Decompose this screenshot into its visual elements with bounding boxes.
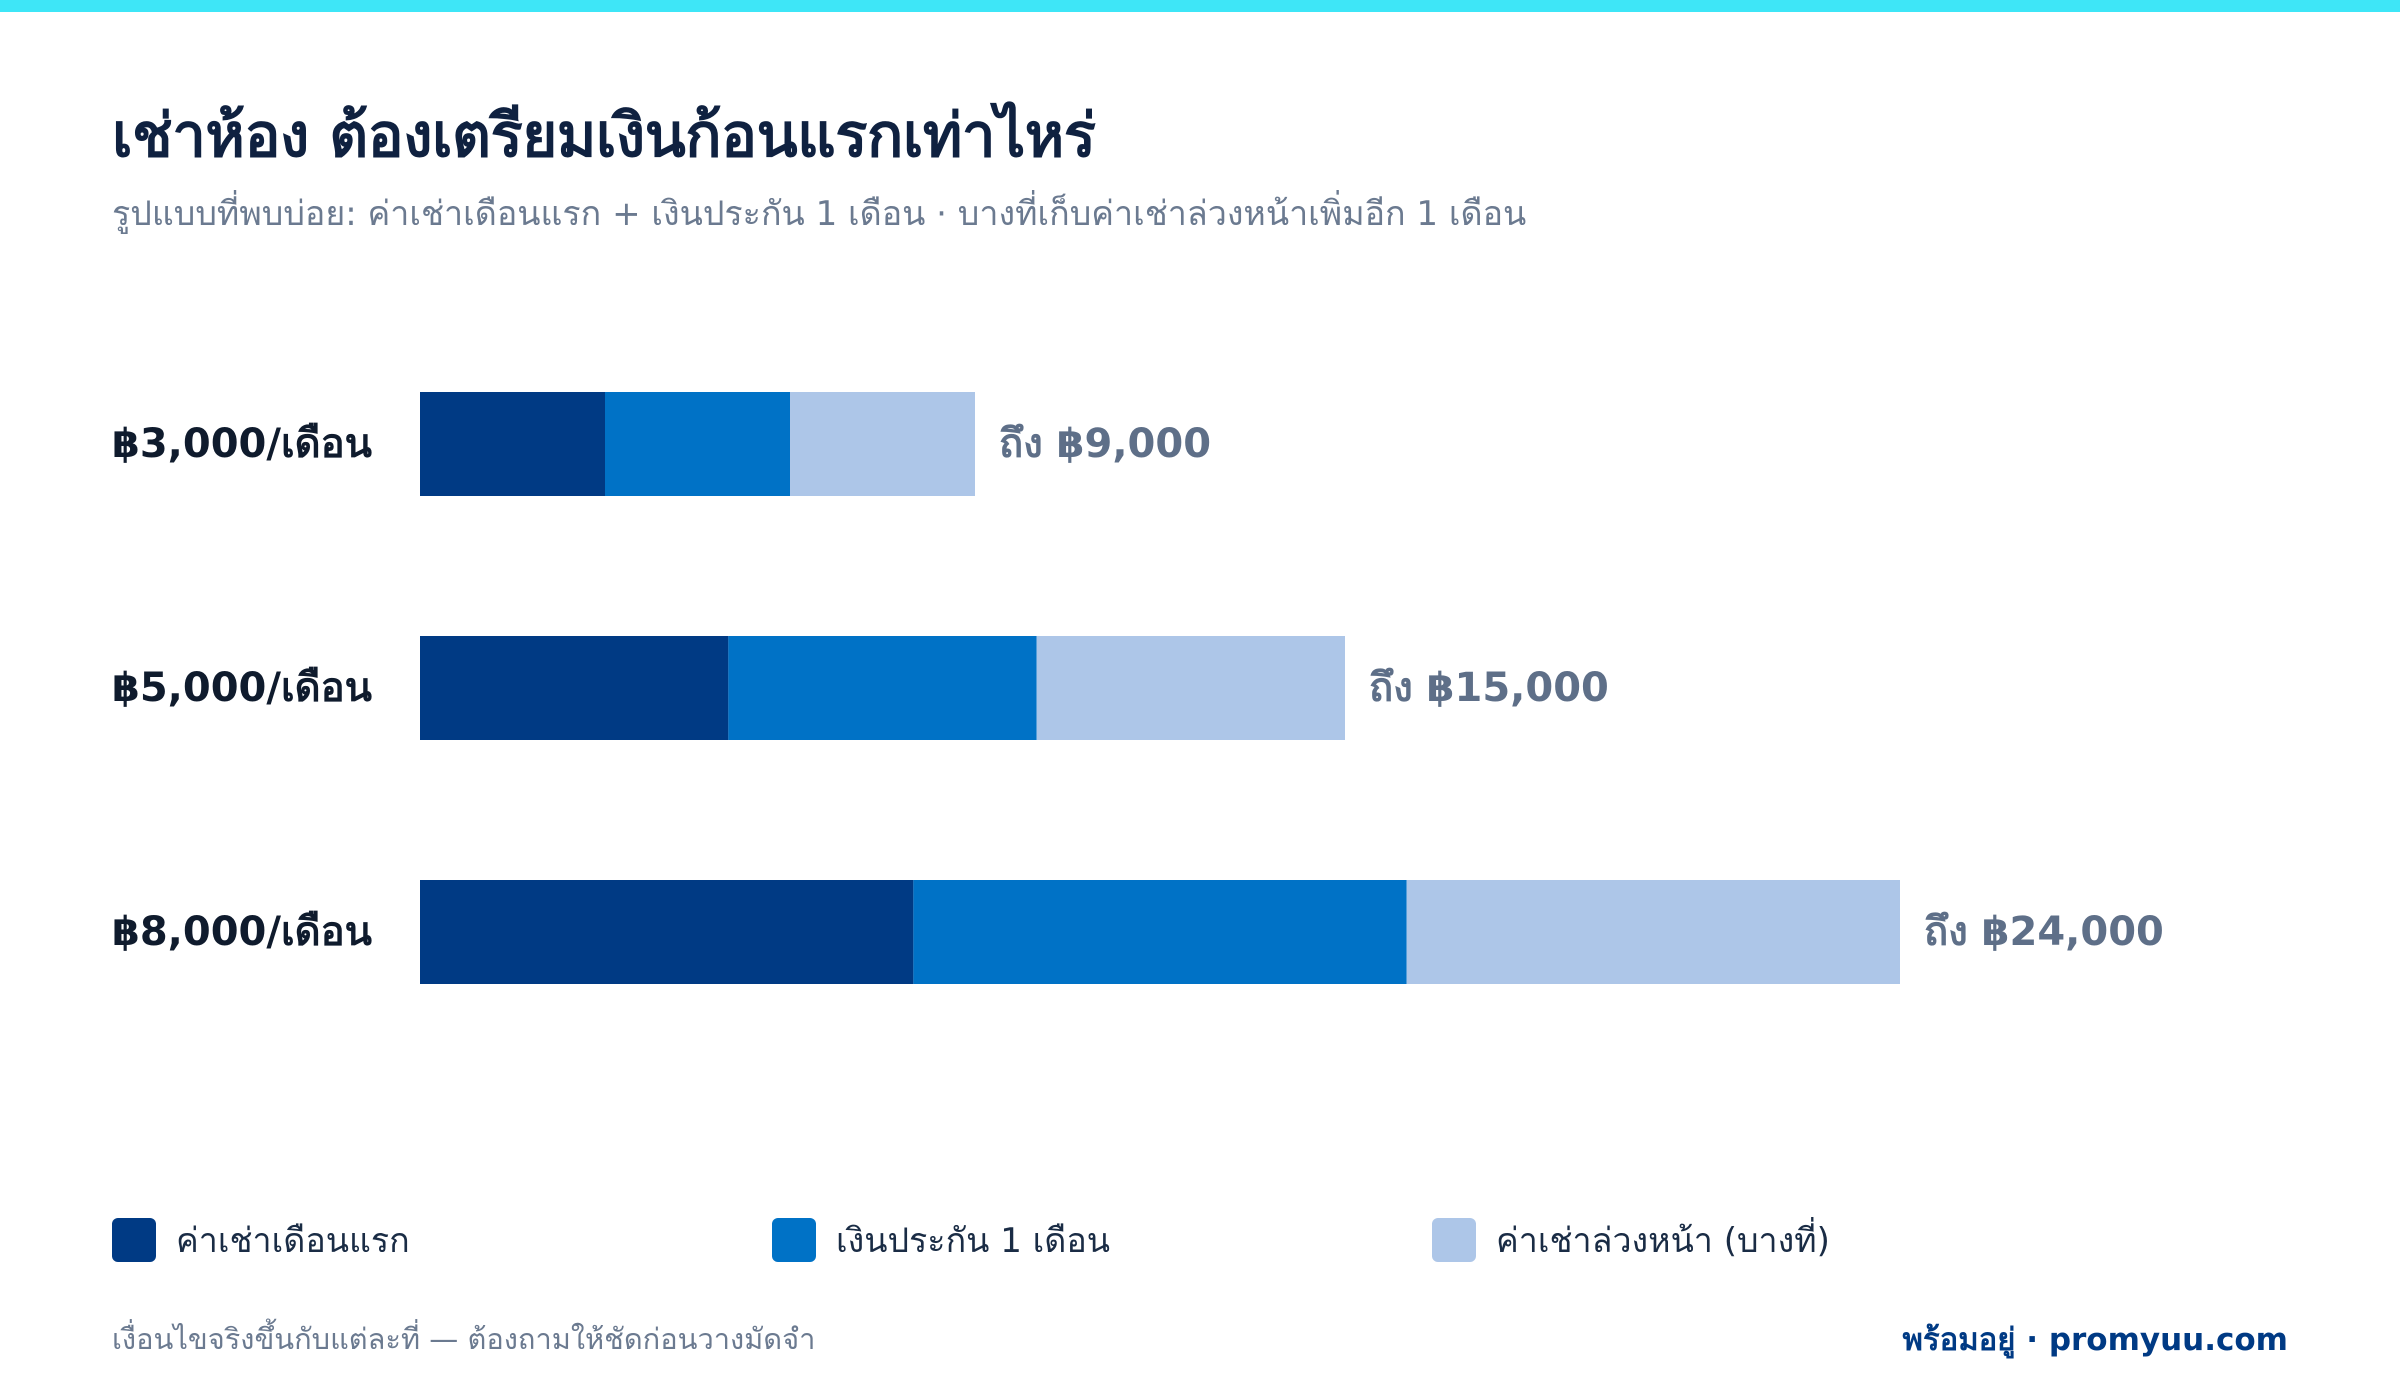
chart-subtitle: รูปแบบที่พบบ่อย: ค่าเช่าเดือนแรก + เงินป… (112, 194, 1527, 234)
bar-3000-segment-3 (790, 392, 975, 496)
bar-3000-segment-1 (420, 392, 605, 496)
total-label-8000: ถึง ฿24,000 (1924, 909, 2164, 955)
bar-5000-segment-2 (728, 636, 1037, 740)
category-label-3000: ฿3,000/เดือน (112, 421, 372, 467)
total-label-3000: ถึง ฿9,000 (999, 421, 1211, 467)
legend-swatch-deposit (772, 1218, 816, 1262)
stacked-bar-chart: ฿3,000/เดือน฿6,000ถึง ฿9,000฿5,000/เดือน… (112, 392, 2164, 984)
top-accent-bar (0, 0, 2400, 12)
legend-label-first-month: ค่าเช่าเดือนแรก (176, 1221, 410, 1261)
legend-item-deposit: เงินประกัน 1 เดือน (772, 1218, 1110, 1262)
bar-8000-segment-3 (1406, 880, 1900, 984)
legend-label-deposit: เงินประกัน 1 เดือน (836, 1221, 1111, 1261)
legend-item-first-month: ค่าเช่าเดือนแรก (112, 1218, 410, 1262)
brand-link[interactable]: พร้อมอยู่ · promyuu.com (1902, 1322, 2288, 1358)
legend-item-advance: ค่าเช่าล่วงหน้า (บางที่) (1432, 1218, 1830, 1262)
category-label-5000: ฿5,000/เดือน (112, 665, 372, 711)
category-label-8000: ฿8,000/เดือน (112, 909, 372, 955)
legend-label-advance: ค่าเช่าล่วงหน้า (บางที่) (1496, 1221, 1830, 1261)
chart-title: เช่าห้อง ต้องเตรียมเงินก้อนแรกเท่าไหร่ (112, 101, 1096, 171)
total-label-5000: ถึง ฿15,000 (1369, 665, 1609, 711)
legend-swatch-first-month (112, 1218, 156, 1262)
bar-5000-segment-1 (420, 636, 729, 740)
footnote: เงื่อนไขจริงขึ้นกับแต่ละที่ — ต้องถามให้… (112, 1322, 816, 1356)
bar-3000-segment-2 (605, 392, 790, 496)
legend-swatch-advance (1432, 1218, 1476, 1262)
bar-8000-segment-2 (913, 880, 1407, 984)
bar-5000-segment-3 (1036, 636, 1345, 740)
bar-8000-segment-1 (420, 880, 914, 984)
